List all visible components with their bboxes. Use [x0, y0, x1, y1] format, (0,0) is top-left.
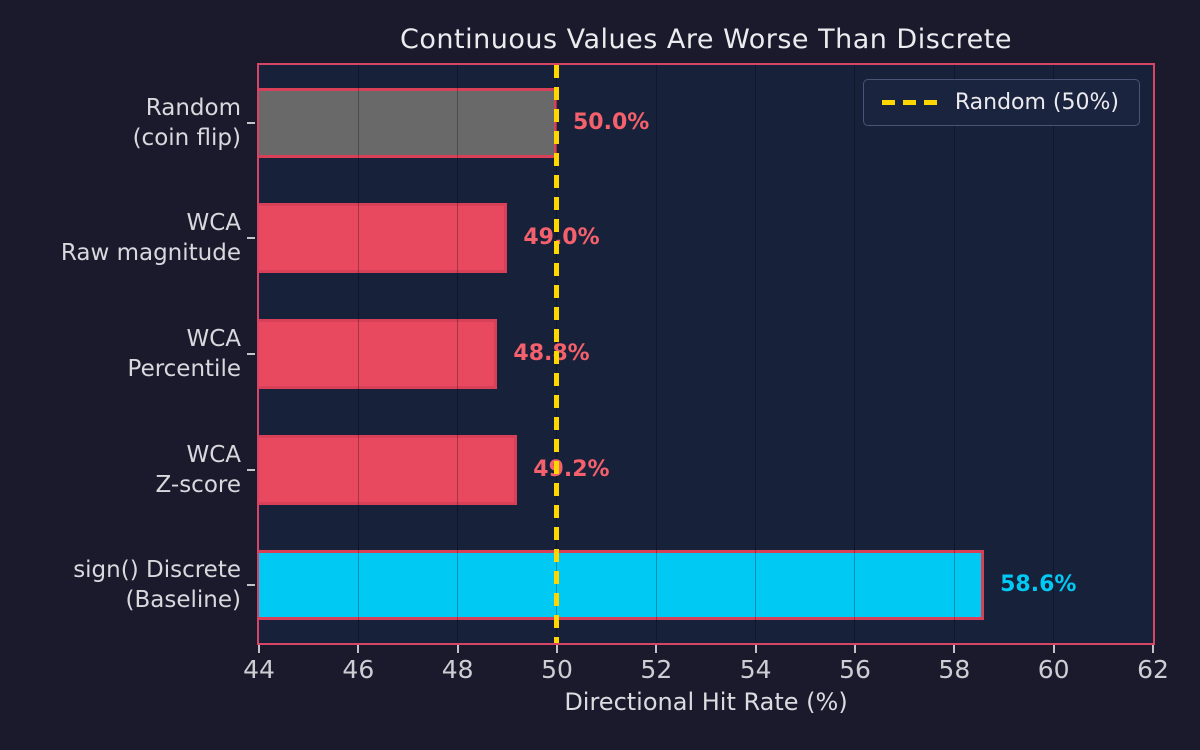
legend-dashed-line-icon: [881, 100, 938, 105]
gridline: [953, 65, 955, 643]
y-tick-mark: [247, 237, 255, 240]
y-category-label: WCA Z-score: [155, 441, 241, 498]
y-category-label: sign() Discrete (Baseline): [73, 557, 241, 614]
x-tick-label: 46: [342, 655, 375, 684]
x-tick-mark: [556, 645, 558, 653]
x-tick-label: 62: [1137, 655, 1169, 684]
x-tick-mark: [754, 645, 757, 653]
x-tick-mark: [258, 645, 260, 653]
gridline: [655, 65, 657, 643]
x-tick-label: 54: [739, 655, 772, 684]
x-tick-mark: [953, 645, 956, 653]
gridline: [357, 65, 359, 643]
gridline: [1053, 65, 1055, 643]
gridline: [457, 65, 459, 643]
x-tick-mark: [655, 645, 658, 653]
x-tick-label: 48: [441, 655, 474, 684]
y-tick-mark: [247, 468, 255, 471]
x-tick-mark: [456, 645, 459, 653]
value-label: 49.2%: [533, 456, 610, 482]
y-category-label: WCA Raw magnitude: [60, 210, 241, 267]
x-tick-label: 58: [938, 655, 971, 684]
y-category-label: WCA Percentile: [127, 326, 241, 382]
y-tick-mark: [247, 121, 255, 124]
x-tick-label: 52: [640, 655, 673, 684]
x-tick-label: 50: [541, 655, 573, 684]
x-tick-mark: [1152, 645, 1154, 653]
x-tick-mark: [1052, 645, 1055, 653]
y-tick-mark: [247, 584, 255, 587]
y-tick-mark: [247, 353, 255, 355]
value-label: 48.8%: [513, 341, 590, 366]
bar-sign-discrete-baseline-: [259, 550, 985, 621]
x-tick-mark: [854, 645, 856, 653]
plot-area: Random (50%) 50.0% 49.0% 48.8% 49.2% 58.6%: [257, 63, 1155, 645]
bar-random-coin-flip-: [259, 87, 557, 158]
bar-wca-percentile: [259, 319, 498, 389]
value-label: 50.0%: [572, 109, 650, 135]
x-axis-title: Directional Hit Rate (%): [564, 688, 848, 716]
value-label: 49.0%: [523, 225, 600, 251]
value-label: 58.6%: [1000, 572, 1077, 598]
gridline: [755, 65, 757, 643]
bar-wca-raw-magnitude: [259, 203, 508, 274]
x-axis: 44 46 48 50 52 54 56 58 60 62: [243, 645, 1169, 705]
x-tick-mark: [357, 645, 360, 653]
x-tick-label: 56: [839, 655, 871, 684]
gridline: [854, 65, 856, 643]
y-axis: Random (coin flip) WCA Raw magnitude WCA Perc…: [0, 63, 257, 645]
x-tick-label: 60: [1037, 655, 1070, 684]
legend: Random (50%): [862, 79, 1140, 126]
bar-wca-z-score: [259, 434, 518, 505]
chart-title: Continuous Values Are Worse Than Discret…: [400, 24, 1012, 55]
reference-line-random-50: [554, 65, 560, 643]
x-tick-label: 44: [243, 655, 275, 684]
y-category-label: Random (coin flip): [132, 94, 241, 151]
legend-label: Random (50%): [954, 90, 1119, 115]
